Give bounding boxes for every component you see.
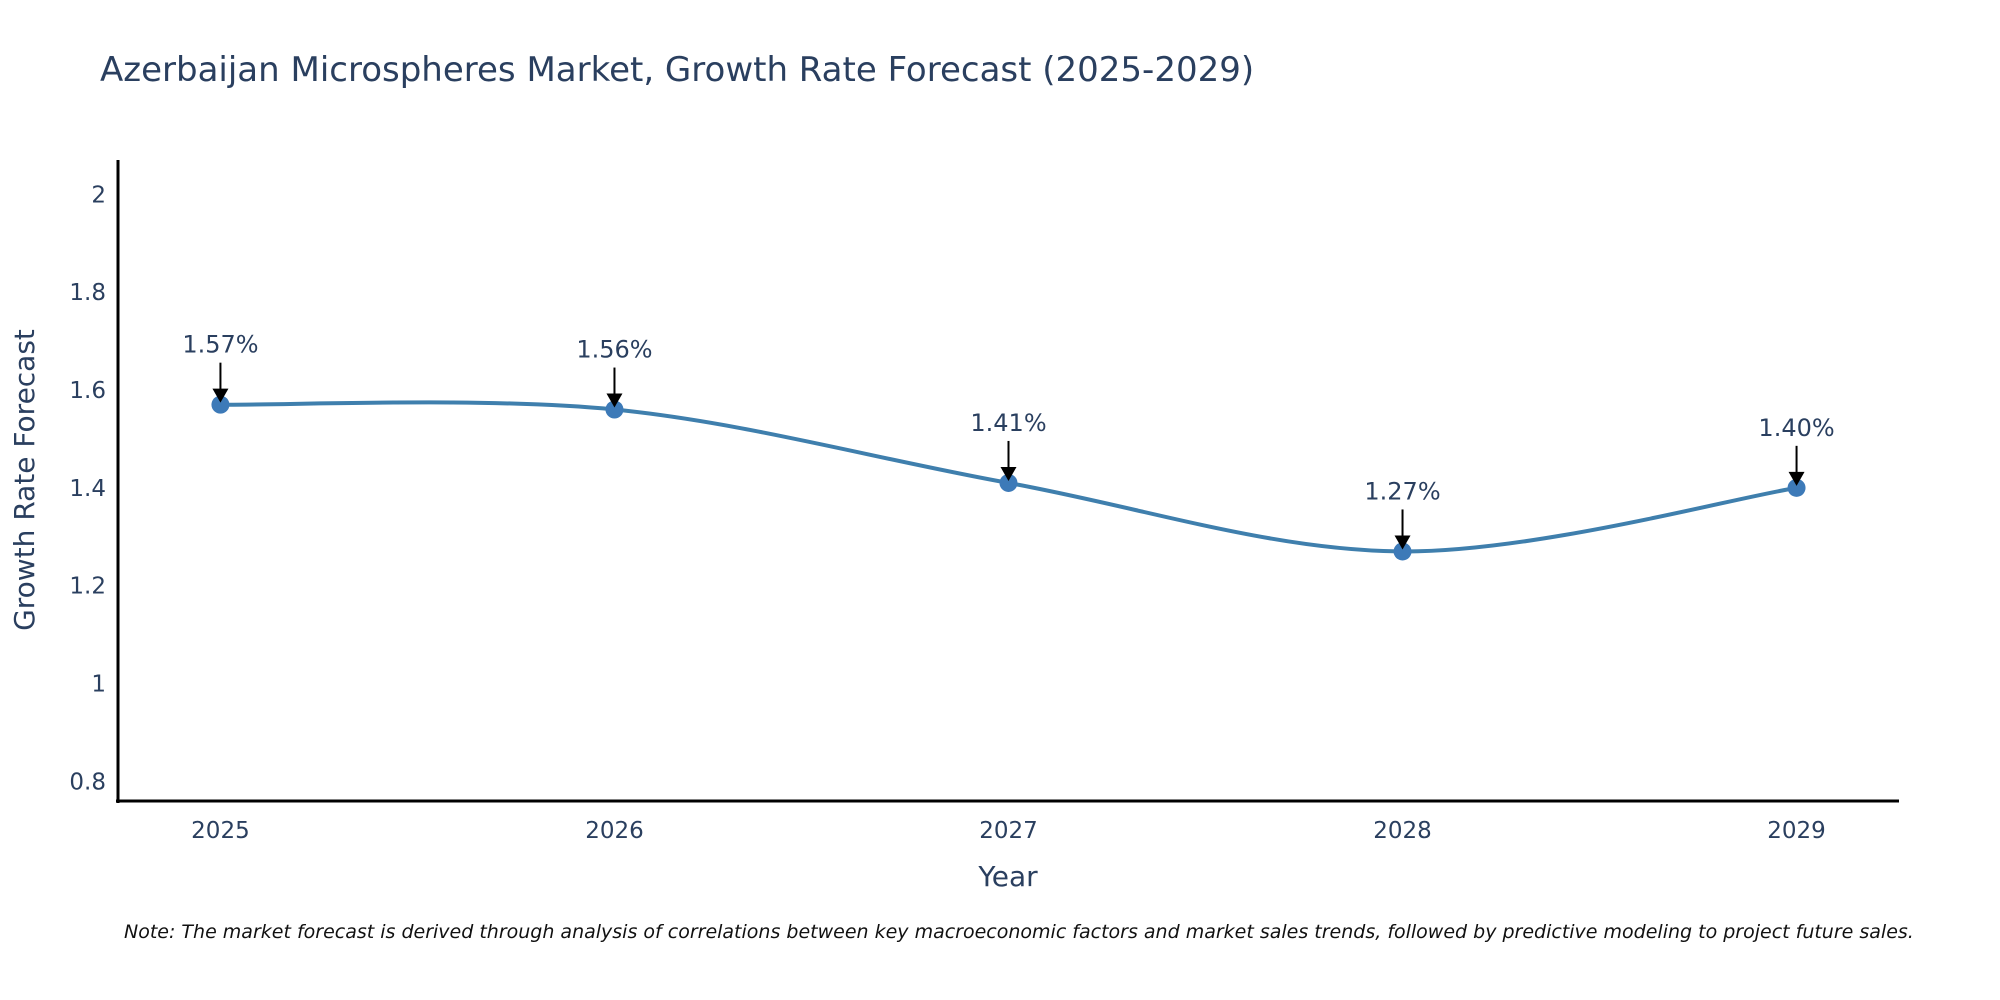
marker-layer xyxy=(211,395,1806,561)
annotation-arrow-head xyxy=(606,393,623,408)
y-tick-label: 1 xyxy=(91,672,106,698)
annotation-arrow-head xyxy=(1394,535,1411,550)
y-tick-label: 1.2 xyxy=(69,574,106,600)
x-axis-title: Year xyxy=(977,860,1038,893)
data-label: 1.40% xyxy=(1758,414,1834,442)
x-tick-label: 2027 xyxy=(979,818,1038,844)
data-point[interactable] xyxy=(1393,542,1412,561)
y-tick-label: 1.6 xyxy=(69,378,106,404)
x-tick-label: 2025 xyxy=(191,818,250,844)
x-tick-label: 2028 xyxy=(1373,818,1432,844)
data-label: 1.56% xyxy=(576,336,652,364)
y-tick-label: 2 xyxy=(91,182,106,208)
annotation-arrow-head xyxy=(1000,466,1017,481)
y-axis-title: Growth Rate Forecast xyxy=(8,329,41,631)
data-point[interactable] xyxy=(211,395,230,414)
annotation-layer: 1.57% 1.56% 1.41% 1.27% 1.40% xyxy=(182,331,1835,550)
annotation-arrow-head xyxy=(212,388,229,403)
data-label: 1.57% xyxy=(182,331,258,359)
x-tick-label: 2029 xyxy=(1767,818,1826,844)
data-point[interactable] xyxy=(605,400,624,419)
chart-title: Azerbaijan Microspheres Market, Growth R… xyxy=(100,50,1254,90)
y-tick-label: 1.4 xyxy=(69,476,106,502)
x-tick-label: 2026 xyxy=(585,818,644,844)
plot-area: 1.57% 1.56% 1.41% 1.27% 1.40% xyxy=(182,331,1835,561)
x-axis-ticks: 2025 2026 2027 2028 2029 xyxy=(191,818,1826,844)
data-point[interactable] xyxy=(999,473,1018,492)
y-tick-label: 1.8 xyxy=(69,280,106,306)
data-label: 1.27% xyxy=(1364,477,1440,505)
y-tick-label: 0.8 xyxy=(69,769,106,795)
annotation-arrow-head xyxy=(1788,471,1805,486)
data-label: 1.41% xyxy=(970,409,1046,437)
footnote: Note: The market forecast is derived thr… xyxy=(124,921,1914,943)
y-axis-ticks: 0.8 1 1.2 1.4 1.6 1.8 2 xyxy=(69,182,106,795)
data-point[interactable] xyxy=(1787,478,1806,497)
